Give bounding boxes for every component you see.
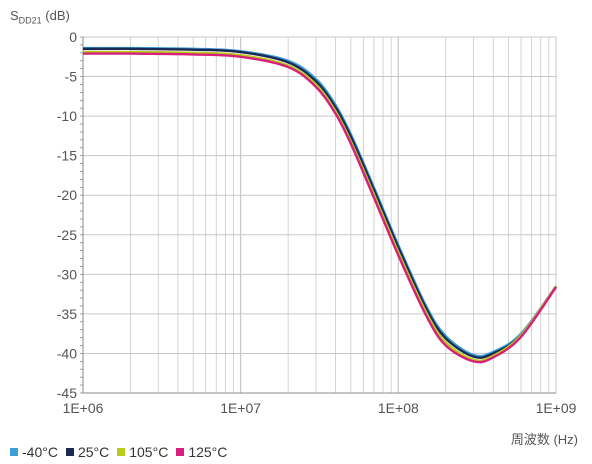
legend: -40°C 25°C 105°C 125°C xyxy=(10,444,227,460)
y-tick-label: 0 xyxy=(69,29,77,45)
legend-swatch xyxy=(10,448,18,456)
legend-swatch xyxy=(117,448,126,456)
y-tick-label: -45 xyxy=(57,385,77,401)
x-axis-label: 周波数 (Hz) xyxy=(510,432,578,447)
series-line-0 xyxy=(82,46,557,358)
legend-item: -40°C xyxy=(10,444,58,460)
y-tick-label: -40 xyxy=(57,345,77,361)
y-tick-label: -5 xyxy=(65,69,78,85)
y-axis-label: SDD21 (dB) xyxy=(10,8,70,26)
legend-swatch xyxy=(65,448,74,456)
series-line-3 xyxy=(82,52,557,364)
legend-label: 25°C xyxy=(77,444,110,460)
legend-item: 125°C xyxy=(176,444,227,460)
legend-label: 125°C xyxy=(188,444,228,460)
legend-item: 25°C xyxy=(65,444,110,460)
x-tick-label: 1E+09 xyxy=(536,400,577,416)
y-tick-label: -20 xyxy=(57,187,77,203)
x-tick-label: 1E+06 xyxy=(63,400,104,416)
series-line-1 xyxy=(82,47,557,359)
x-tick-label: 1E+08 xyxy=(378,400,419,416)
grid xyxy=(82,36,557,394)
y-tick-label: -25 xyxy=(57,227,77,243)
y-tick-label: -15 xyxy=(57,148,77,164)
x-tick-label: 1E+07 xyxy=(220,400,261,416)
series-group xyxy=(82,46,557,364)
legend-item: 105°C xyxy=(117,444,168,460)
y-tick-label: -30 xyxy=(57,266,77,282)
axes xyxy=(80,36,556,394)
legend-swatch xyxy=(176,448,185,456)
legend-label: -40°C xyxy=(22,444,58,460)
y-tick-label: -10 xyxy=(57,108,77,124)
y-tick-label: -35 xyxy=(57,306,77,322)
legend-label: 105°C xyxy=(129,444,169,460)
